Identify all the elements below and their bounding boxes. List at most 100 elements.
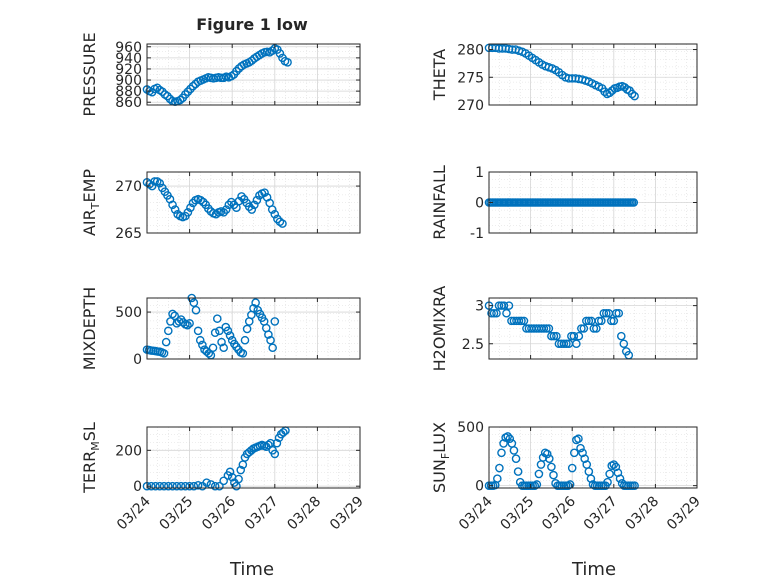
data-point <box>619 339 629 349</box>
data-point <box>569 331 579 341</box>
data-point <box>210 328 220 338</box>
data-point <box>195 335 205 345</box>
data-point <box>176 481 186 491</box>
y-tick-label: 500 <box>457 420 484 436</box>
data-point <box>150 177 159 186</box>
y-tick-label: 3 <box>475 299 484 315</box>
data-point <box>283 58 292 67</box>
x-tick-label: 03/27 <box>581 494 621 534</box>
x-tick-label: 03/25 <box>157 494 197 534</box>
data-point <box>279 428 288 437</box>
data-point <box>168 309 177 319</box>
data-point <box>151 481 160 491</box>
subplot-mixdepth: 0 500 MIXDEPTH <box>80 287 361 370</box>
x-axis-label-right: Time <box>571 559 616 580</box>
data-point <box>268 343 277 353</box>
data-point <box>629 198 639 207</box>
data-point <box>270 449 280 459</box>
y-tick-label: 500 <box>115 305 142 321</box>
data-point <box>549 331 559 341</box>
y-tick-label: 270 <box>115 179 142 195</box>
data-point <box>599 308 609 318</box>
data-point <box>511 454 521 463</box>
data-point <box>562 339 571 349</box>
data-point <box>616 331 626 341</box>
data-point <box>517 316 526 326</box>
data-point <box>168 200 177 210</box>
data-point <box>181 90 190 99</box>
data-point <box>161 337 171 347</box>
data-point <box>611 308 621 318</box>
data-point <box>519 316 529 326</box>
axes-frame <box>488 43 698 106</box>
data-point <box>159 349 169 358</box>
data-point <box>605 469 614 479</box>
y-tick-label: 275 <box>457 70 484 86</box>
data-point <box>210 481 220 491</box>
y-tick-label: 0 <box>133 352 142 368</box>
data-point <box>219 343 228 353</box>
data-point <box>240 335 250 345</box>
y-tick-label: 920 <box>115 62 142 78</box>
data-point <box>183 320 192 330</box>
data-point <box>170 205 180 214</box>
data-point <box>212 314 222 323</box>
data-point <box>534 469 544 479</box>
data-point <box>574 434 583 444</box>
axes-frame <box>146 43 361 106</box>
data-point <box>602 308 611 318</box>
y-tick-label: 960 <box>115 40 142 56</box>
data-point <box>545 454 554 463</box>
data-point <box>605 88 614 98</box>
data-point <box>175 95 185 105</box>
data-point <box>584 316 594 326</box>
data-point <box>582 316 591 326</box>
data-point <box>215 326 224 336</box>
data-point <box>569 448 579 458</box>
data-point <box>202 478 211 487</box>
axes-frame <box>146 171 361 234</box>
data-point <box>576 443 585 453</box>
data-point <box>542 449 552 459</box>
data-point <box>172 481 182 491</box>
data-point <box>505 434 515 444</box>
y-tick-label: 280 <box>457 43 484 59</box>
data-point <box>178 318 188 327</box>
data-point <box>615 474 625 483</box>
data-point <box>221 205 231 214</box>
data-point <box>185 319 194 328</box>
data-point <box>549 470 558 480</box>
y-axis-label-4: MIXDEPTH <box>80 287 99 370</box>
data-point <box>223 326 233 336</box>
y-axis-label-5: H2OMIXRA <box>430 286 449 372</box>
y-axis-label-7: SUNFLUX <box>430 422 452 493</box>
data-point <box>278 219 287 228</box>
data-point <box>168 481 177 491</box>
data-point <box>158 87 167 96</box>
data-point <box>502 308 511 318</box>
y-tick-label: 200 <box>115 443 142 459</box>
data-point <box>183 208 193 217</box>
data-point <box>225 467 235 477</box>
y-tick-label: -1 <box>470 226 484 242</box>
data-point <box>630 91 639 101</box>
data-point <box>249 304 258 313</box>
x-axis-label-left: Time <box>229 559 274 580</box>
y-tick-label: 265 <box>115 226 142 242</box>
subplot-sun-flux: 0 500 03/24 03/25 03/26 03/27 03/28 03/29 SUNFLU… <box>430 420 704 533</box>
data-point <box>272 438 282 448</box>
y-tick-label: 0 <box>475 479 484 495</box>
data-point <box>552 331 561 341</box>
data-point <box>238 349 248 358</box>
data-point <box>603 477 612 487</box>
data-point <box>567 463 577 473</box>
subplot-theta: 270 275 280 THETA <box>430 43 698 114</box>
data-point <box>193 326 203 336</box>
data-point <box>539 324 549 333</box>
x-tick-label: 03/29 <box>327 494 367 534</box>
data-point <box>251 298 260 307</box>
data-point <box>219 476 228 486</box>
data-point <box>513 467 523 476</box>
data-point <box>264 330 273 339</box>
data-point <box>504 301 514 310</box>
